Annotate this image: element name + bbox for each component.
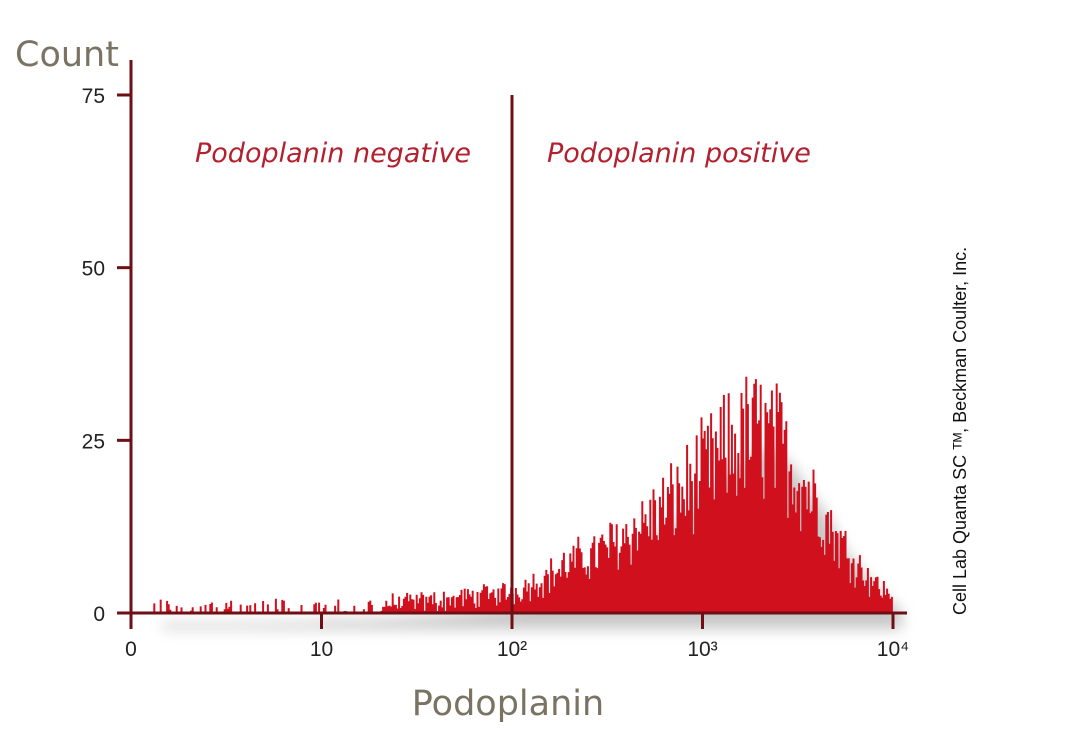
x-tick-label: 10⁴	[877, 638, 909, 661]
x-tick-label: 10²	[497, 638, 527, 661]
region-label-negative: Podoplanin negative	[195, 138, 471, 169]
x-axis-ticks: 0 10 10² 10³ 10⁴	[125, 613, 909, 661]
y-tick-label: 50	[82, 258, 105, 281]
histogram-series	[153, 376, 893, 613]
histogram-bars	[153, 376, 893, 613]
x-axis-title: Podoplanin	[412, 684, 604, 724]
x-tick-label: 10	[310, 638, 333, 661]
y-tick-label: 25	[82, 430, 105, 453]
region-label-positive: Podoplanin positive	[547, 138, 811, 169]
y-tick-label: 0	[93, 603, 105, 626]
y-tick-label: 75	[82, 85, 105, 108]
instrument-credit: Cell Lab Quanta SC ᵀᴹ, Beckman Coulter, …	[950, 247, 970, 615]
y-axis-ticks: 0 25 50 75	[82, 85, 131, 626]
y-axis-title: Count	[15, 35, 119, 75]
x-tick-label: 0	[125, 638, 137, 661]
x-tick-label: 10³	[687, 638, 717, 661]
